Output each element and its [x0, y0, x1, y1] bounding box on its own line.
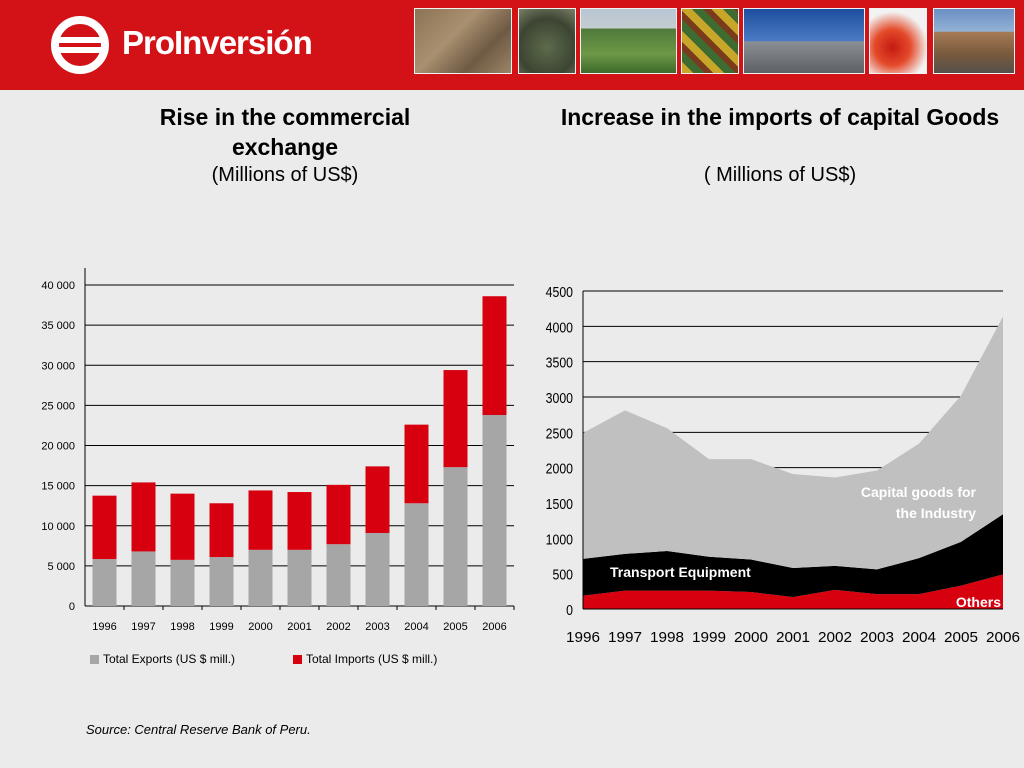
exports-bar	[209, 557, 234, 606]
highway-photo	[933, 8, 1015, 74]
capital-goods-label-line2: the Industry	[896, 505, 976, 521]
y-tick-label: 1500	[546, 496, 574, 512]
y-tick-label: 3500	[546, 355, 574, 371]
x-tick-label: 2005	[443, 621, 467, 633]
left-chart-title: Rise in the commercial exchange	[159, 104, 411, 160]
others-area	[583, 574, 1003, 609]
imports-bar	[326, 484, 351, 545]
transport-equipment-label: Transport Equipment	[610, 564, 751, 580]
farm-fields-photo	[580, 8, 677, 74]
y-tick-label: 10 000	[41, 521, 75, 533]
legend-exports-label: Total Exports (US $ mill.)	[103, 652, 236, 666]
y-tick-label: 20 000	[41, 441, 75, 453]
exports-bar	[443, 467, 468, 606]
imports-bar	[365, 466, 390, 533]
exports-bar	[365, 532, 390, 606]
source-note: Source: Central Reserve Bank of Peru.	[86, 722, 311, 737]
x-tick-label: 2006	[482, 621, 506, 633]
red-peppers-photo	[869, 8, 927, 74]
imports-bar	[287, 492, 312, 550]
y-tick-label: 0	[69, 601, 75, 613]
imports-bar	[248, 490, 273, 550]
x-tick-label: 2003	[860, 629, 894, 646]
y-tick-label: 3000	[546, 390, 574, 406]
imports-bar	[209, 503, 234, 558]
brand-name: ProInversión	[122, 24, 313, 61]
textile-pattern-photo	[681, 8, 739, 74]
x-tick-label: 2005	[944, 629, 978, 646]
legend-exports: Total Exports (US $ mill.)	[90, 652, 235, 666]
y-tick-label: 500	[552, 567, 573, 583]
x-tick-label: 2002	[326, 621, 350, 633]
x-tick-label: 1998	[170, 621, 194, 633]
airport-plane-photo	[743, 8, 865, 74]
imports-bar	[170, 493, 195, 560]
exports-bar	[131, 551, 156, 606]
y-tick-label: 30 000	[41, 360, 75, 372]
proinversion-emblem-icon	[51, 16, 109, 74]
x-tick-label: 2000	[734, 629, 768, 646]
exports-bar	[248, 549, 273, 606]
y-tick-label: 5 000	[47, 561, 75, 573]
x-tick-label: 2001	[287, 621, 311, 633]
x-tick-label: 1997	[608, 629, 642, 646]
exports-bar	[170, 559, 195, 606]
x-tick-label: 1996	[92, 621, 116, 633]
header-banner: ProInversión	[0, 0, 1024, 90]
x-tick-label: 1996	[566, 629, 600, 646]
exports-bar	[326, 544, 351, 606]
stone-wall-photo	[414, 8, 512, 74]
x-tick-label: 2004	[902, 629, 936, 646]
x-tick-label: 2001	[776, 629, 810, 646]
capital-goods-label-line1: Capital goods for	[861, 484, 977, 500]
imports-bar	[131, 482, 156, 552]
exports-bar	[404, 503, 429, 606]
y-tick-label: 25 000	[41, 400, 75, 412]
capital-goods-area	[583, 316, 1003, 570]
imports-bar	[404, 424, 429, 504]
others-label: Others	[956, 594, 1001, 610]
x-tick-label: 2002	[818, 629, 852, 646]
imports-bar	[482, 296, 507, 416]
x-tick-label: 2003	[365, 621, 389, 633]
y-tick-label: 0	[566, 602, 573, 618]
right-chart-subtitle: ( Millions of US$)	[703, 164, 857, 186]
exports-bar	[482, 415, 507, 606]
legend-imports: Total Imports (US $ mill.)	[293, 652, 437, 666]
y-tick-label: 4500	[546, 284, 574, 300]
transport-equipment-area	[583, 514, 1003, 597]
x-tick-label: 1999	[209, 621, 233, 633]
right-chart-title: Increase in the imports of capital Goods	[560, 104, 1000, 130]
left-chart-subtitle: (Millions of US$)	[211, 164, 359, 186]
imports-bar	[443, 370, 468, 468]
y-tick-label: 15 000	[41, 481, 75, 493]
y-tick-label: 2000	[546, 461, 574, 477]
y-tick-label: 2500	[546, 425, 574, 441]
terraces-photo	[518, 8, 576, 74]
imports-bar	[92, 495, 117, 560]
x-tick-label: 1998	[650, 629, 684, 646]
y-tick-label: 4000	[546, 319, 574, 335]
logo: ProInversión	[0, 0, 400, 90]
x-tick-label: 2000	[248, 621, 272, 633]
exports-bar	[92, 559, 117, 606]
x-tick-label: 2004	[404, 621, 428, 633]
y-tick-label: 40 000	[41, 280, 75, 292]
x-tick-label: 2006	[986, 629, 1020, 646]
legend-imports-swatch	[293, 655, 302, 665]
y-tick-label: 35 000	[41, 320, 75, 332]
exports-bar	[287, 549, 312, 606]
y-tick-label: 1000	[546, 531, 574, 547]
legend-exports-swatch	[90, 655, 99, 665]
x-tick-label: 1999	[692, 629, 726, 646]
legend-imports-label: Total Imports (US $ mill.)	[306, 652, 438, 666]
x-tick-label: 1997	[131, 621, 155, 633]
